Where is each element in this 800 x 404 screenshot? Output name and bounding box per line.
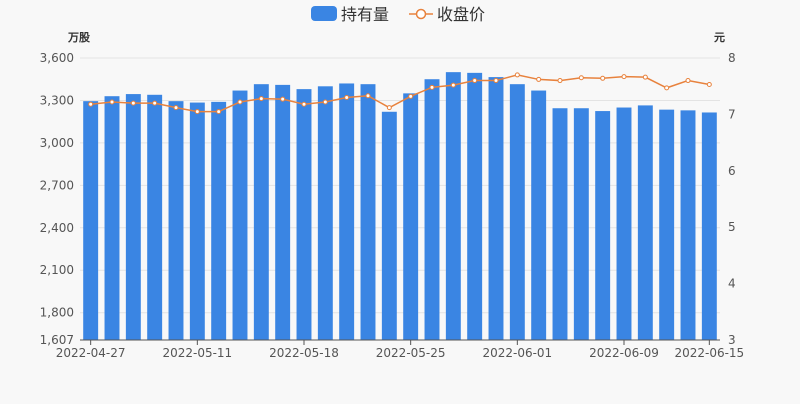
close-price-point xyxy=(237,99,243,105)
bar xyxy=(339,83,355,340)
bar xyxy=(445,72,461,340)
close-price-point xyxy=(258,96,264,102)
close-price-point xyxy=(514,72,520,78)
close-price-point xyxy=(621,74,627,80)
close-price-point xyxy=(706,82,712,88)
left-tick-label: 2,100 xyxy=(40,263,74,277)
bar xyxy=(275,84,291,340)
x-tick-label: 2022-05-11 xyxy=(162,346,232,360)
x-tick-label: 2022-05-18 xyxy=(269,346,339,360)
x-tick-label: 2022-05-25 xyxy=(376,346,446,360)
left-tick-label: 3,600 xyxy=(40,51,74,65)
bar xyxy=(211,101,227,340)
left-tick-label: 3,000 xyxy=(40,136,74,150)
bar xyxy=(637,105,653,340)
legend-label-holdings: 持有量 xyxy=(341,5,389,24)
close-price-point xyxy=(88,101,94,107)
left-tick-label: 2,400 xyxy=(40,221,74,235)
bar xyxy=(125,94,141,340)
bar xyxy=(381,111,397,340)
axes-layer: 1,607 1,800 2,100 2,400 2,700 3,000 3,300 3,600… xyxy=(40,31,745,360)
close-price-point xyxy=(408,93,414,99)
right-tick-label: 5 xyxy=(728,220,736,234)
bar xyxy=(253,84,269,340)
close-price-point xyxy=(280,96,286,102)
bar xyxy=(573,108,589,340)
bar xyxy=(104,96,120,341)
close-price-point xyxy=(386,105,392,111)
legend-label-close: 收盘价 xyxy=(437,5,485,24)
close-price-point xyxy=(664,85,670,91)
right-tick-label: 3 xyxy=(728,333,736,347)
close-price-point xyxy=(450,82,456,88)
close-price-point xyxy=(536,76,542,82)
bar xyxy=(317,86,333,341)
x-tick-label: 2022-04-27 xyxy=(56,346,126,360)
close-price-point xyxy=(493,78,499,84)
left-unit-label: 万股 xyxy=(67,31,91,44)
close-price-point xyxy=(173,105,179,111)
close-price-point xyxy=(194,109,200,115)
close-price-point xyxy=(429,84,435,90)
close-price-point xyxy=(365,93,371,99)
left-tick-label: 1,607 xyxy=(40,333,74,347)
close-price-point xyxy=(472,78,478,84)
close-price-point xyxy=(216,109,222,115)
left-tick-label: 2,700 xyxy=(40,178,74,192)
close-price-point xyxy=(600,75,606,81)
close-price-point xyxy=(322,99,328,105)
right-tick-label: 6 xyxy=(728,164,736,178)
bar xyxy=(168,101,184,341)
close-price-line xyxy=(90,74,710,113)
right-tick-label: 4 xyxy=(728,277,736,291)
bar xyxy=(488,77,504,340)
close-price-point xyxy=(578,75,584,81)
close-price-point xyxy=(301,101,307,107)
bar xyxy=(189,102,205,340)
bar xyxy=(83,101,99,341)
x-tick-label: 2022-06-01 xyxy=(482,346,552,360)
bar xyxy=(616,107,632,340)
bar xyxy=(509,84,525,340)
bar xyxy=(595,111,611,340)
legend-swatch-holdings xyxy=(311,6,337,21)
bar xyxy=(659,109,675,341)
bar xyxy=(360,84,376,340)
bar xyxy=(467,72,483,341)
right-tick-label: 7 xyxy=(728,107,736,121)
bars-layer xyxy=(83,72,717,341)
bar xyxy=(552,108,568,340)
close-price-point xyxy=(152,100,158,106)
bar xyxy=(147,94,163,340)
bar xyxy=(232,90,248,340)
right-tick-label: 8 xyxy=(728,51,736,65)
bar xyxy=(296,89,312,340)
bar xyxy=(403,93,419,340)
close-price-point xyxy=(130,100,136,106)
close-price-point xyxy=(642,74,648,80)
right-unit-label: 元 xyxy=(714,31,725,44)
left-tick-label: 3,300 xyxy=(40,93,74,107)
bar xyxy=(701,112,717,340)
close-price-point xyxy=(344,94,350,100)
close-price-point xyxy=(685,78,691,84)
legend-marker-close xyxy=(415,8,427,20)
line-layer xyxy=(88,72,712,115)
x-tick-label: 2022-06-15 xyxy=(674,346,744,360)
bar xyxy=(680,110,696,340)
grid-layer xyxy=(80,57,720,314)
close-price-point xyxy=(109,99,115,105)
close-price-point xyxy=(557,78,563,84)
left-tick-label: 1,800 xyxy=(40,306,74,320)
bar xyxy=(531,90,547,340)
legend[interactable]: 持有量 收盘价 xyxy=(311,5,485,24)
x-tick-label: 2022-06-09 xyxy=(589,346,659,360)
bar xyxy=(424,79,440,341)
